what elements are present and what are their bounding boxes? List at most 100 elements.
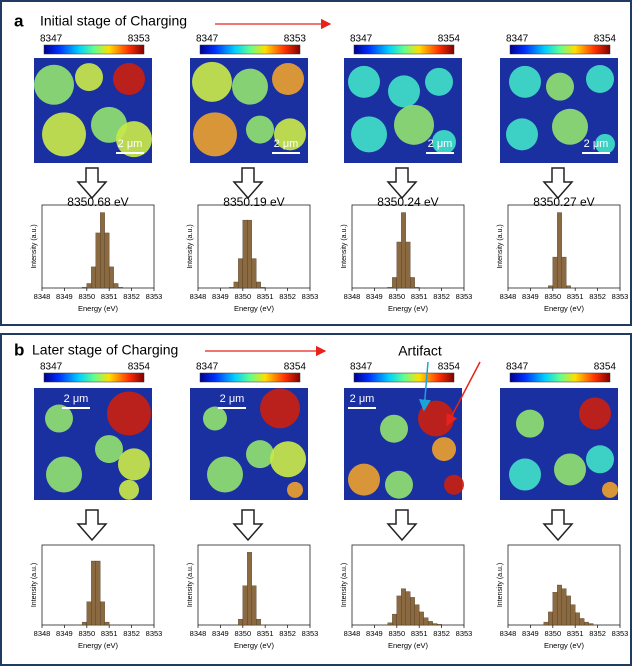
- particle: [116, 121, 152, 158]
- particle: [348, 463, 380, 496]
- particle: [107, 391, 151, 436]
- histogram-bar: [410, 277, 415, 289]
- histogram-bar: [387, 287, 393, 289]
- x-tick-label: 8353: [146, 292, 163, 301]
- x-tick-label: 8348: [34, 292, 51, 301]
- particle: [95, 435, 123, 464]
- colorbar-min: 8347: [40, 34, 63, 45]
- histogram-bar: [256, 281, 261, 289]
- scale-label: 2 μm: [428, 138, 453, 150]
- particle: [203, 406, 227, 431]
- histogram-bar: [387, 622, 393, 626]
- x-axis-label: Energy (eV): [388, 641, 429, 650]
- particle: [246, 440, 274, 469]
- panel-frame: [0, 333, 632, 666]
- histogram-bar: [396, 595, 402, 626]
- x-tick-label: 8348: [344, 629, 361, 638]
- particle: [260, 388, 300, 429]
- colorbar-max: 8353: [284, 34, 307, 45]
- histogram-bar: [392, 277, 397, 289]
- histogram-bar: [566, 285, 571, 289]
- x-tick-label: 8352: [279, 629, 296, 638]
- down-arrow: [232, 167, 264, 200]
- histogram-bar: [570, 604, 576, 626]
- histogram-bar: [113, 283, 119, 289]
- histogram-bar: [432, 623, 438, 626]
- histogram-bar: [401, 212, 406, 289]
- x-tick-label: 8353: [612, 629, 629, 638]
- down-arrow: [232, 509, 264, 542]
- particle: [388, 75, 420, 108]
- y-axis-label: Intensity (a.u.): [187, 224, 194, 268]
- particle: [45, 404, 73, 433]
- particle: [554, 453, 586, 486]
- particle: [509, 65, 541, 98]
- x-tick-label: 8351: [567, 292, 584, 301]
- particle: [119, 479, 139, 500]
- histogram-bar: [95, 232, 101, 289]
- x-tick-label: 8353: [146, 629, 163, 638]
- histogram-bar: [410, 597, 415, 626]
- x-tick-label: 8352: [589, 629, 606, 638]
- x-axis-label: Energy (eV): [78, 641, 119, 650]
- histogram-bar: [109, 266, 114, 289]
- histogram-bar: [238, 619, 243, 626]
- colorbar-max: 8354: [128, 362, 151, 373]
- y-axis-label: Intensity (a.u.): [341, 563, 348, 607]
- histogram-bar: [100, 212, 105, 289]
- particle: [270, 441, 306, 478]
- x-tick-label: 8350: [234, 629, 251, 638]
- histogram-bar: [579, 618, 585, 626]
- particle: [246, 115, 274, 144]
- colorbar: [509, 44, 611, 55]
- x-tick-label: 8350: [544, 629, 561, 638]
- x-tick-label: 8348: [344, 292, 361, 301]
- y-axis-label: Intensity (a.u.): [187, 563, 194, 607]
- histogram-bar: [561, 256, 567, 289]
- x-tick-label: 8349: [212, 629, 229, 638]
- particle: [348, 65, 380, 98]
- scale-label: 2 μm: [118, 138, 143, 150]
- histogram-bar: [552, 592, 558, 626]
- histogram-bar: [401, 588, 406, 626]
- colorbar-max: 8354: [284, 362, 307, 373]
- particle: [546, 72, 574, 101]
- panel-label: b: [14, 340, 24, 359]
- x-tick-label: 8352: [279, 292, 296, 301]
- particle: [193, 112, 237, 157]
- annotation-arrow: [446, 361, 481, 427]
- histogram-bar: [561, 588, 567, 626]
- x-tick-label: 8352: [123, 292, 140, 301]
- particle: [552, 108, 588, 145]
- down-arrow: [386, 167, 418, 200]
- x-tick-label: 8350: [388, 629, 405, 638]
- x-tick-label: 8348: [190, 629, 207, 638]
- x-tick-label: 8352: [433, 292, 450, 301]
- histogram-bar: [414, 287, 420, 289]
- peak-annotation: 8350.19 eV: [223, 195, 284, 209]
- histogram-bar: [419, 611, 424, 626]
- x-tick-label: 8348: [34, 629, 51, 638]
- particle: [394, 104, 434, 145]
- histogram-bar: [552, 256, 558, 289]
- down-arrow: [76, 509, 108, 542]
- x-tick-label: 8350: [234, 292, 251, 301]
- histogram-bar: [428, 621, 433, 626]
- histogram-bar: [566, 595, 571, 626]
- histogram-bar: [229, 287, 234, 289]
- particle: [432, 130, 456, 154]
- panel-label: a: [14, 11, 24, 30]
- panel-title: Later stage of Charging: [32, 342, 178, 358]
- x-axis-label: Energy (eV): [234, 641, 275, 650]
- histogram-bar: [104, 621, 110, 626]
- x-tick-label: 8353: [456, 292, 473, 301]
- particle: [425, 67, 453, 96]
- histogram-bar: [251, 585, 257, 626]
- x-tick-label: 8349: [522, 629, 539, 638]
- y-axis-label: Intensity (a.u.): [341, 224, 348, 268]
- x-tick-label: 8350: [544, 292, 561, 301]
- histogram-bar: [82, 621, 87, 626]
- down-arrow: [386, 509, 418, 542]
- x-tick-label: 8349: [366, 292, 383, 301]
- histogram-bar: [247, 552, 252, 626]
